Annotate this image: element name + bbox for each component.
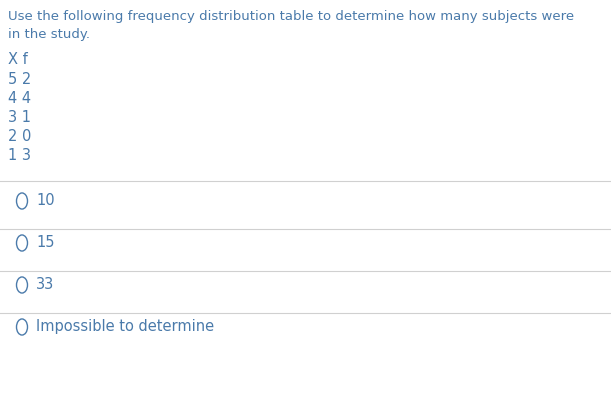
Text: 3 1: 3 1 xyxy=(8,110,31,125)
Text: 15: 15 xyxy=(36,235,54,250)
Text: X f: X f xyxy=(8,52,27,67)
Text: 5 2: 5 2 xyxy=(8,72,31,87)
Text: 2 0: 2 0 xyxy=(8,129,31,144)
Text: Use the following frequency distribution table to determine how many subjects we: Use the following frequency distribution… xyxy=(8,10,574,23)
Text: 1 3: 1 3 xyxy=(8,148,31,163)
Text: 10: 10 xyxy=(36,193,54,208)
Text: Impossible to determine: Impossible to determine xyxy=(36,319,214,334)
Text: 4 4: 4 4 xyxy=(8,91,31,106)
Text: in the study.: in the study. xyxy=(8,28,90,41)
Text: 33: 33 xyxy=(36,277,54,292)
